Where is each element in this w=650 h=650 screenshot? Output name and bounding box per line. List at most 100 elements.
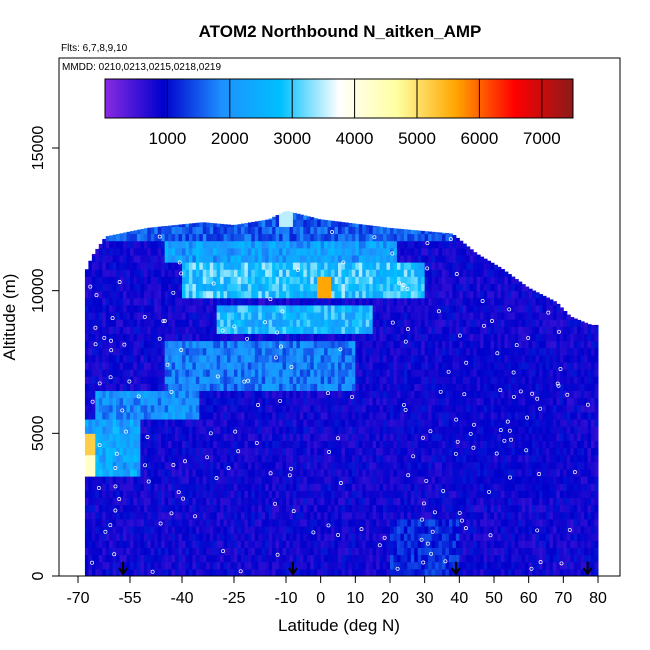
heatmap-cell	[168, 497, 173, 506]
heatmap-cell	[157, 440, 162, 449]
heatmap-cell	[254, 511, 259, 520]
heatmap-cell	[268, 347, 273, 356]
heatmap-cell	[424, 504, 429, 513]
heatmap-cell	[282, 547, 287, 556]
heatmap-cell	[324, 526, 329, 534]
heatmap-cell	[324, 333, 329, 342]
heatmap-cell	[213, 547, 218, 556]
heatmap-cell	[286, 326, 290, 334]
heatmap-cell	[234, 240, 238, 249]
heatmap-cell	[327, 568, 332, 576]
heatmap-cell	[230, 312, 235, 320]
heatmap-cell	[348, 390, 353, 399]
heatmap-cell	[275, 568, 280, 576]
heatmap-cell	[400, 518, 405, 527]
heatmap-cell	[102, 290, 107, 299]
heatmap-cell	[396, 540, 401, 548]
heatmap-cell	[178, 518, 183, 527]
heatmap-cell	[410, 561, 415, 570]
heatmap-cell	[292, 212, 297, 220]
heatmap-cell	[192, 369, 197, 377]
heatmap-cell	[351, 354, 356, 363]
heatmap-cell	[348, 447, 353, 456]
heatmap-cell	[296, 533, 301, 541]
heatmap-cell	[351, 276, 356, 285]
heatmap-cell	[213, 490, 218, 499]
heatmap-cell	[150, 469, 155, 477]
heatmap-cell	[275, 426, 280, 434]
heatmap-cell	[254, 233, 259, 242]
heatmap-cell	[98, 390, 103, 399]
heatmap-cell	[379, 454, 384, 463]
heatmap-cell	[95, 369, 100, 377]
heatmap-cell	[286, 476, 290, 484]
heatmap-cell	[327, 461, 332, 470]
heatmap-cell	[164, 554, 169, 563]
heatmap-cell	[258, 226, 263, 235]
heatmap-cell	[209, 276, 214, 285]
heatmap-cell	[136, 490, 141, 499]
heatmap-cell	[379, 461, 384, 470]
heatmap-cell	[417, 240, 422, 249]
heatmap-cell	[150, 419, 155, 427]
heatmap-cell	[140, 504, 145, 513]
heatmap-cell	[227, 554, 232, 563]
heatmap-cell	[234, 255, 238, 263]
heatmap-cell	[91, 276, 96, 285]
heatmap-cell	[227, 447, 232, 456]
heatmap-cell	[88, 354, 93, 363]
heatmap-cell	[185, 433, 190, 441]
heatmap-cell	[240, 547, 245, 556]
heatmap-cell	[150, 426, 155, 434]
heatmap-cell	[331, 469, 336, 477]
heatmap-cell	[414, 404, 419, 413]
heatmap-cell	[272, 312, 277, 320]
heatmap-cell	[185, 504, 190, 513]
heatmap-cell	[154, 247, 159, 256]
heatmap-cell	[213, 419, 218, 427]
heatmap-cell	[282, 369, 287, 377]
heatmap-cell	[133, 426, 138, 434]
heatmap-cell	[91, 440, 96, 449]
heatmap-cell	[192, 411, 197, 420]
heatmap-cell	[140, 483, 145, 491]
heatmap-cell	[268, 376, 273, 384]
heatmap-cell	[386, 469, 391, 477]
heatmap-cell	[230, 255, 235, 263]
heatmap-cell	[91, 561, 96, 570]
heatmap-cell	[182, 247, 186, 256]
heatmap-cell	[171, 262, 176, 270]
heatmap-cell	[213, 533, 218, 541]
heatmap-cell	[185, 547, 190, 556]
heatmap-cell	[84, 326, 89, 334]
heatmap-cell	[244, 447, 249, 456]
heatmap-cell	[119, 262, 124, 270]
heatmap-cell	[348, 333, 353, 342]
heatmap-cell	[199, 255, 204, 263]
heatmap-cell	[369, 255, 374, 263]
heatmap-cell	[310, 233, 315, 242]
heatmap-cell	[178, 283, 183, 292]
heatmap-cell	[185, 440, 190, 449]
heatmap-cell	[421, 354, 426, 363]
heatmap-cell	[289, 369, 294, 377]
heatmap-cell	[237, 390, 242, 399]
heatmap-cell	[275, 554, 280, 563]
heatmap-cell	[358, 354, 363, 363]
heatmap-cell	[279, 276, 284, 285]
heatmap-cell	[143, 390, 148, 399]
heatmap-cell	[431, 419, 436, 427]
heatmap-cell	[112, 483, 117, 491]
heatmap-cell	[358, 411, 363, 420]
heatmap-cell	[351, 362, 356, 370]
heatmap-cell	[88, 276, 93, 285]
heatmap-cell	[407, 255, 412, 263]
heatmap-cell	[265, 511, 270, 520]
heatmap-cell	[407, 376, 412, 384]
heatmap-cell	[431, 397, 436, 406]
heatmap-cell	[171, 554, 176, 563]
heatmap-cell	[230, 426, 235, 434]
heatmap-cell	[105, 247, 110, 256]
heatmap-cell	[105, 483, 110, 491]
heatmap-cell	[133, 404, 138, 413]
